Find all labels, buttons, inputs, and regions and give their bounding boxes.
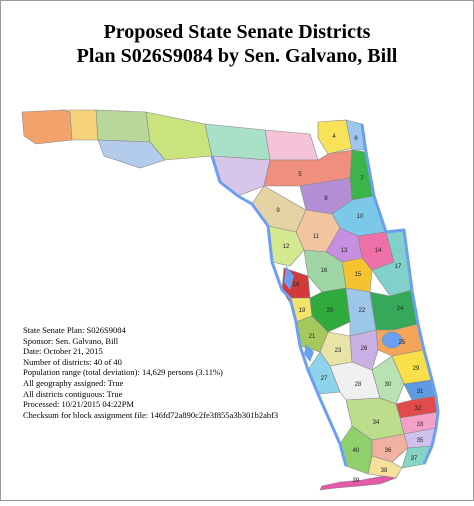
atlantic-coastline	[360, 123, 440, 465]
district-label: 36	[385, 448, 392, 454]
district-label: 35	[417, 438, 424, 444]
district-label: 37	[411, 456, 418, 462]
district-label: 25	[399, 340, 406, 346]
district-24-region	[369, 289, 419, 331]
district-label: 38	[381, 468, 388, 474]
plan-num-districts: Number of districts: 40 of 40	[23, 356, 122, 367]
charlotte-harbor	[304, 344, 314, 362]
district-6-region	[345, 119, 365, 151]
district-label: 20	[327, 308, 334, 314]
district-label: 21	[309, 334, 316, 340]
title-line-1: Proposed State Senate Districts	[103, 21, 371, 43]
district-label: 10	[357, 214, 364, 220]
plan-population-range: Population range (total deviation): 14,6…	[23, 367, 223, 378]
district-30-region	[371, 355, 405, 405]
district-label: 34	[373, 420, 380, 426]
district-label: 15	[355, 272, 362, 278]
plan-geography-assigned: All geography assigned: True	[23, 377, 124, 388]
plan-date: Date: October 21, 2015	[23, 346, 103, 357]
district-2-region	[61, 109, 99, 141]
district-label: 24	[397, 306, 404, 312]
district-label: 16	[321, 268, 328, 274]
district-label: 18	[293, 282, 300, 288]
plan-processed: Processed: 10/21/2015 04:22PM	[23, 399, 134, 410]
district-label: 32	[415, 406, 422, 412]
map-title: Proposed State Senate Districts Plan S02…	[0, 20, 474, 68]
district-label: 28	[355, 382, 362, 388]
district-label: 30	[385, 382, 392, 388]
district-label: 39	[353, 478, 360, 484]
district-label: 27	[321, 376, 328, 382]
district-label: 11	[313, 234, 320, 240]
district-label: 5	[298, 172, 302, 178]
district-4-region	[317, 119, 353, 155]
district-label: 19	[299, 308, 306, 314]
title-line-2: Plan S026S9084 by Sen. Galvano, Bill	[76, 45, 398, 67]
district-label: 23	[335, 348, 342, 354]
lake-okeechobee	[381, 331, 403, 349]
gulf-coastline	[210, 155, 348, 467]
district-3c-region	[97, 139, 166, 169]
district-3e-region	[264, 129, 319, 161]
district-label: 22	[359, 308, 366, 314]
district-label: 29	[413, 366, 420, 372]
tampa-bay	[284, 266, 294, 290]
district-3-region	[95, 109, 151, 143]
plan-contiguous: All districts contiguous: True	[23, 388, 123, 399]
district-3d-region	[204, 123, 271, 161]
district-1-region	[21, 109, 73, 145]
district-26-region	[349, 329, 379, 371]
district-label: 31	[417, 389, 424, 395]
district-3b-region	[145, 111, 213, 161]
district-label: 12	[283, 244, 290, 250]
district-label: 6	[354, 136, 358, 142]
plan-info-block: State Senate Plan: S026S9084 Sponsor: Se…	[23, 325, 278, 420]
district-label: 17	[395, 264, 402, 270]
district-label: 4	[332, 134, 336, 140]
plan-checksum: Checksum for block assignment file: 146f…	[23, 409, 279, 420]
district-label: 8	[324, 196, 328, 202]
district-label: 9	[276, 208, 280, 214]
district-label: 14	[375, 248, 382, 254]
district-label: 33	[417, 422, 424, 428]
district-label: 13	[341, 248, 348, 254]
plan-sponsor: Sponsor: Sen. Galvano, Bill	[23, 335, 119, 346]
district-27-region	[307, 351, 341, 395]
district-39-keys-region	[319, 475, 398, 491]
plan-name: State Senate Plan: S026S9084	[23, 325, 126, 335]
district-label: 40	[353, 448, 360, 454]
district-label: 7	[360, 176, 364, 182]
district-label: 26	[361, 346, 368, 352]
